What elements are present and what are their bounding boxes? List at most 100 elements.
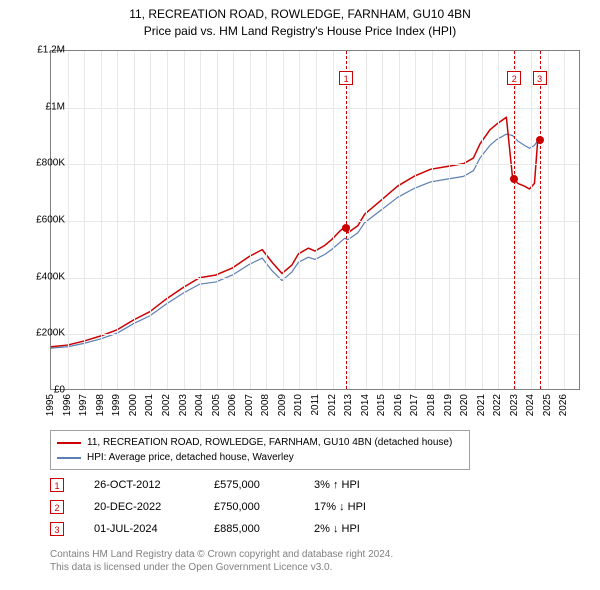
series-line-price_paid — [51, 117, 541, 347]
legend-swatch — [57, 457, 81, 459]
x-axis-label: 2025 — [542, 394, 553, 416]
y-axis-label: £800K — [36, 158, 65, 169]
sale-marker-icon: 1 — [50, 478, 64, 492]
grid-line-v — [531, 51, 532, 389]
sale-marker-line — [514, 51, 515, 389]
grid-line-v — [482, 51, 483, 389]
sales-table: 1 26-OCT-2012 £575,000 3% ↑ HPI 2 20-DEC… — [50, 474, 434, 540]
x-axis-label: 2019 — [443, 394, 454, 416]
sale-diff: 17% ↓ HPI — [314, 501, 434, 513]
grid-line-v — [283, 51, 284, 389]
x-axis-label: 2005 — [211, 394, 222, 416]
grid-line-h — [51, 164, 579, 165]
x-axis-label: 1998 — [95, 394, 106, 416]
x-axis-label: 2020 — [459, 394, 470, 416]
sale-marker-box: 1 — [339, 71, 353, 85]
grid-line-v — [498, 51, 499, 389]
legend-label: 11, RECREATION ROAD, ROWLEDGE, FARNHAM, … — [87, 435, 452, 450]
sale-diff: 2% ↓ HPI — [314, 523, 434, 535]
grid-line-v — [117, 51, 118, 389]
x-axis-label: 2007 — [244, 394, 255, 416]
grid-line-v — [465, 51, 466, 389]
x-axis-label: 2003 — [178, 394, 189, 416]
x-axis-label: 2018 — [426, 394, 437, 416]
chart-plot-area: 1 23 — [50, 50, 580, 390]
x-axis-label: 2026 — [558, 394, 569, 416]
x-axis-label: 2010 — [293, 394, 304, 416]
sale-dot — [342, 224, 350, 232]
grid-line-v — [333, 51, 334, 389]
grid-line-h — [51, 334, 579, 335]
grid-line-v — [150, 51, 151, 389]
grid-line-h — [51, 221, 579, 222]
sale-price: £885,000 — [214, 523, 314, 535]
grid-line-v — [564, 51, 565, 389]
grid-line-v — [184, 51, 185, 389]
grid-line-v — [548, 51, 549, 389]
x-axis-label: 2015 — [376, 394, 387, 416]
x-axis-label: 2011 — [310, 394, 321, 416]
sale-date: 20-DEC-2022 — [94, 501, 214, 513]
sale-marker-box: 2 — [507, 71, 521, 85]
x-axis-label: 2009 — [277, 394, 288, 416]
grid-line-v — [449, 51, 450, 389]
title-subtitle: Price paid vs. HM Land Registry's House … — [0, 23, 600, 40]
sales-row: 3 01-JUL-2024 £885,000 2% ↓ HPI — [50, 518, 434, 540]
x-axis-label: 1996 — [62, 394, 73, 416]
x-axis-label: 2017 — [409, 394, 420, 416]
grid-line-v — [266, 51, 267, 389]
chart-lines-svg — [51, 51, 579, 389]
legend-swatch — [57, 442, 81, 444]
grid-line-v — [200, 51, 201, 389]
x-axis-label: 2006 — [227, 394, 238, 416]
x-axis-label: 2004 — [194, 394, 205, 416]
sale-marker-box: 3 — [533, 71, 547, 85]
grid-line-v — [366, 51, 367, 389]
grid-line-v — [101, 51, 102, 389]
y-axis-label: £1.2M — [37, 45, 65, 56]
sale-date: 01-JUL-2024 — [94, 523, 214, 535]
legend-label: HPI: Average price, detached house, Wave… — [87, 450, 294, 465]
grid-line-v — [432, 51, 433, 389]
x-axis-label: 1999 — [111, 394, 122, 416]
grid-line-h — [51, 108, 579, 109]
x-axis-label: 2021 — [476, 394, 487, 416]
sale-marker-line — [540, 51, 541, 389]
grid-line-v — [217, 51, 218, 389]
title-address: 11, RECREATION ROAD, ROWLEDGE, FARNHAM, … — [0, 6, 600, 23]
footer-attribution: Contains HM Land Registry data © Crown c… — [50, 548, 393, 574]
grid-line-v — [299, 51, 300, 389]
legend-box: 11, RECREATION ROAD, ROWLEDGE, FARNHAM, … — [50, 430, 470, 470]
series-line-hpi — [51, 134, 541, 348]
sales-row: 2 20-DEC-2022 £750,000 17% ↓ HPI — [50, 496, 434, 518]
grid-line-v — [415, 51, 416, 389]
sale-dot — [510, 175, 518, 183]
grid-line-v — [399, 51, 400, 389]
x-axis-label: 2002 — [161, 394, 172, 416]
x-axis-label: 2013 — [343, 394, 354, 416]
sale-diff: 3% ↑ HPI — [314, 479, 434, 491]
y-axis-label: £1M — [46, 101, 65, 112]
sale-price: £575,000 — [214, 479, 314, 491]
sale-date: 26-OCT-2012 — [94, 479, 214, 491]
grid-line-v — [134, 51, 135, 389]
sales-row: 1 26-OCT-2012 £575,000 3% ↑ HPI — [50, 474, 434, 496]
grid-line-v — [250, 51, 251, 389]
x-axis-label: 2008 — [260, 394, 271, 416]
x-axis-label: 2016 — [393, 394, 404, 416]
sale-marker-line — [346, 51, 347, 389]
grid-line-v — [316, 51, 317, 389]
y-axis-label: £400K — [36, 271, 65, 282]
x-axis-label: 2022 — [492, 394, 503, 416]
sale-marker-icon: 2 — [50, 500, 64, 514]
x-axis-label: 1995 — [45, 394, 56, 416]
legend-row: 11, RECREATION ROAD, ROWLEDGE, FARNHAM, … — [57, 435, 463, 450]
legend-row: HPI: Average price, detached house, Wave… — [57, 450, 463, 465]
x-axis-label: 2012 — [327, 394, 338, 416]
x-axis-label: 2000 — [128, 394, 139, 416]
sale-marker-icon: 3 — [50, 522, 64, 536]
y-axis-label: £600K — [36, 215, 65, 226]
x-axis-label: 1997 — [78, 394, 89, 416]
sale-price: £750,000 — [214, 501, 314, 513]
grid-line-v — [84, 51, 85, 389]
